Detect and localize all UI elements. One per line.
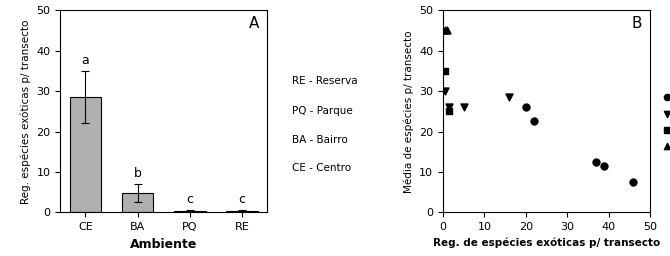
Centro xyxy=(599,164,610,168)
Bairro xyxy=(444,105,454,109)
Bar xyxy=(70,97,101,212)
Text: c: c xyxy=(239,193,246,206)
Text: RE - Reserva: RE - Reserva xyxy=(292,76,358,86)
Text: a: a xyxy=(82,54,89,67)
Centro xyxy=(521,105,531,109)
Centro xyxy=(628,180,639,184)
Y-axis label: Média de espécies p/ transecto: Média de espécies p/ transecto xyxy=(403,30,413,193)
Bairro xyxy=(440,89,450,93)
Reserva xyxy=(442,28,452,33)
Reserva xyxy=(440,28,450,33)
Bairro xyxy=(458,105,469,109)
Y-axis label: Reg. espécies exóticas p/ transecto: Reg. espécies exóticas p/ transecto xyxy=(20,19,31,204)
Text: c: c xyxy=(186,193,194,206)
Text: A: A xyxy=(249,16,259,31)
Bairro xyxy=(504,95,515,99)
Bar xyxy=(226,211,258,212)
Bar xyxy=(122,193,153,212)
Text: PQ - Parque: PQ - Parque xyxy=(292,106,352,116)
Parque xyxy=(440,69,450,73)
Text: CE - Centro: CE - Centro xyxy=(292,163,351,173)
Text: BA - Bairro: BA - Bairro xyxy=(292,135,348,145)
Parque xyxy=(444,109,454,113)
Legend: Centro, Bairro, Parque, Reserva: Centro, Bairro, Parque, Reserva xyxy=(661,92,670,151)
Text: b: b xyxy=(134,167,141,180)
Centro xyxy=(529,119,539,123)
X-axis label: Ambiente: Ambiente xyxy=(130,238,198,251)
Centro xyxy=(591,160,602,164)
Text: B: B xyxy=(631,16,642,31)
X-axis label: Reg. de espécies exóticas p/ transecto: Reg. de espécies exóticas p/ transecto xyxy=(433,238,660,248)
Bar xyxy=(174,211,206,212)
